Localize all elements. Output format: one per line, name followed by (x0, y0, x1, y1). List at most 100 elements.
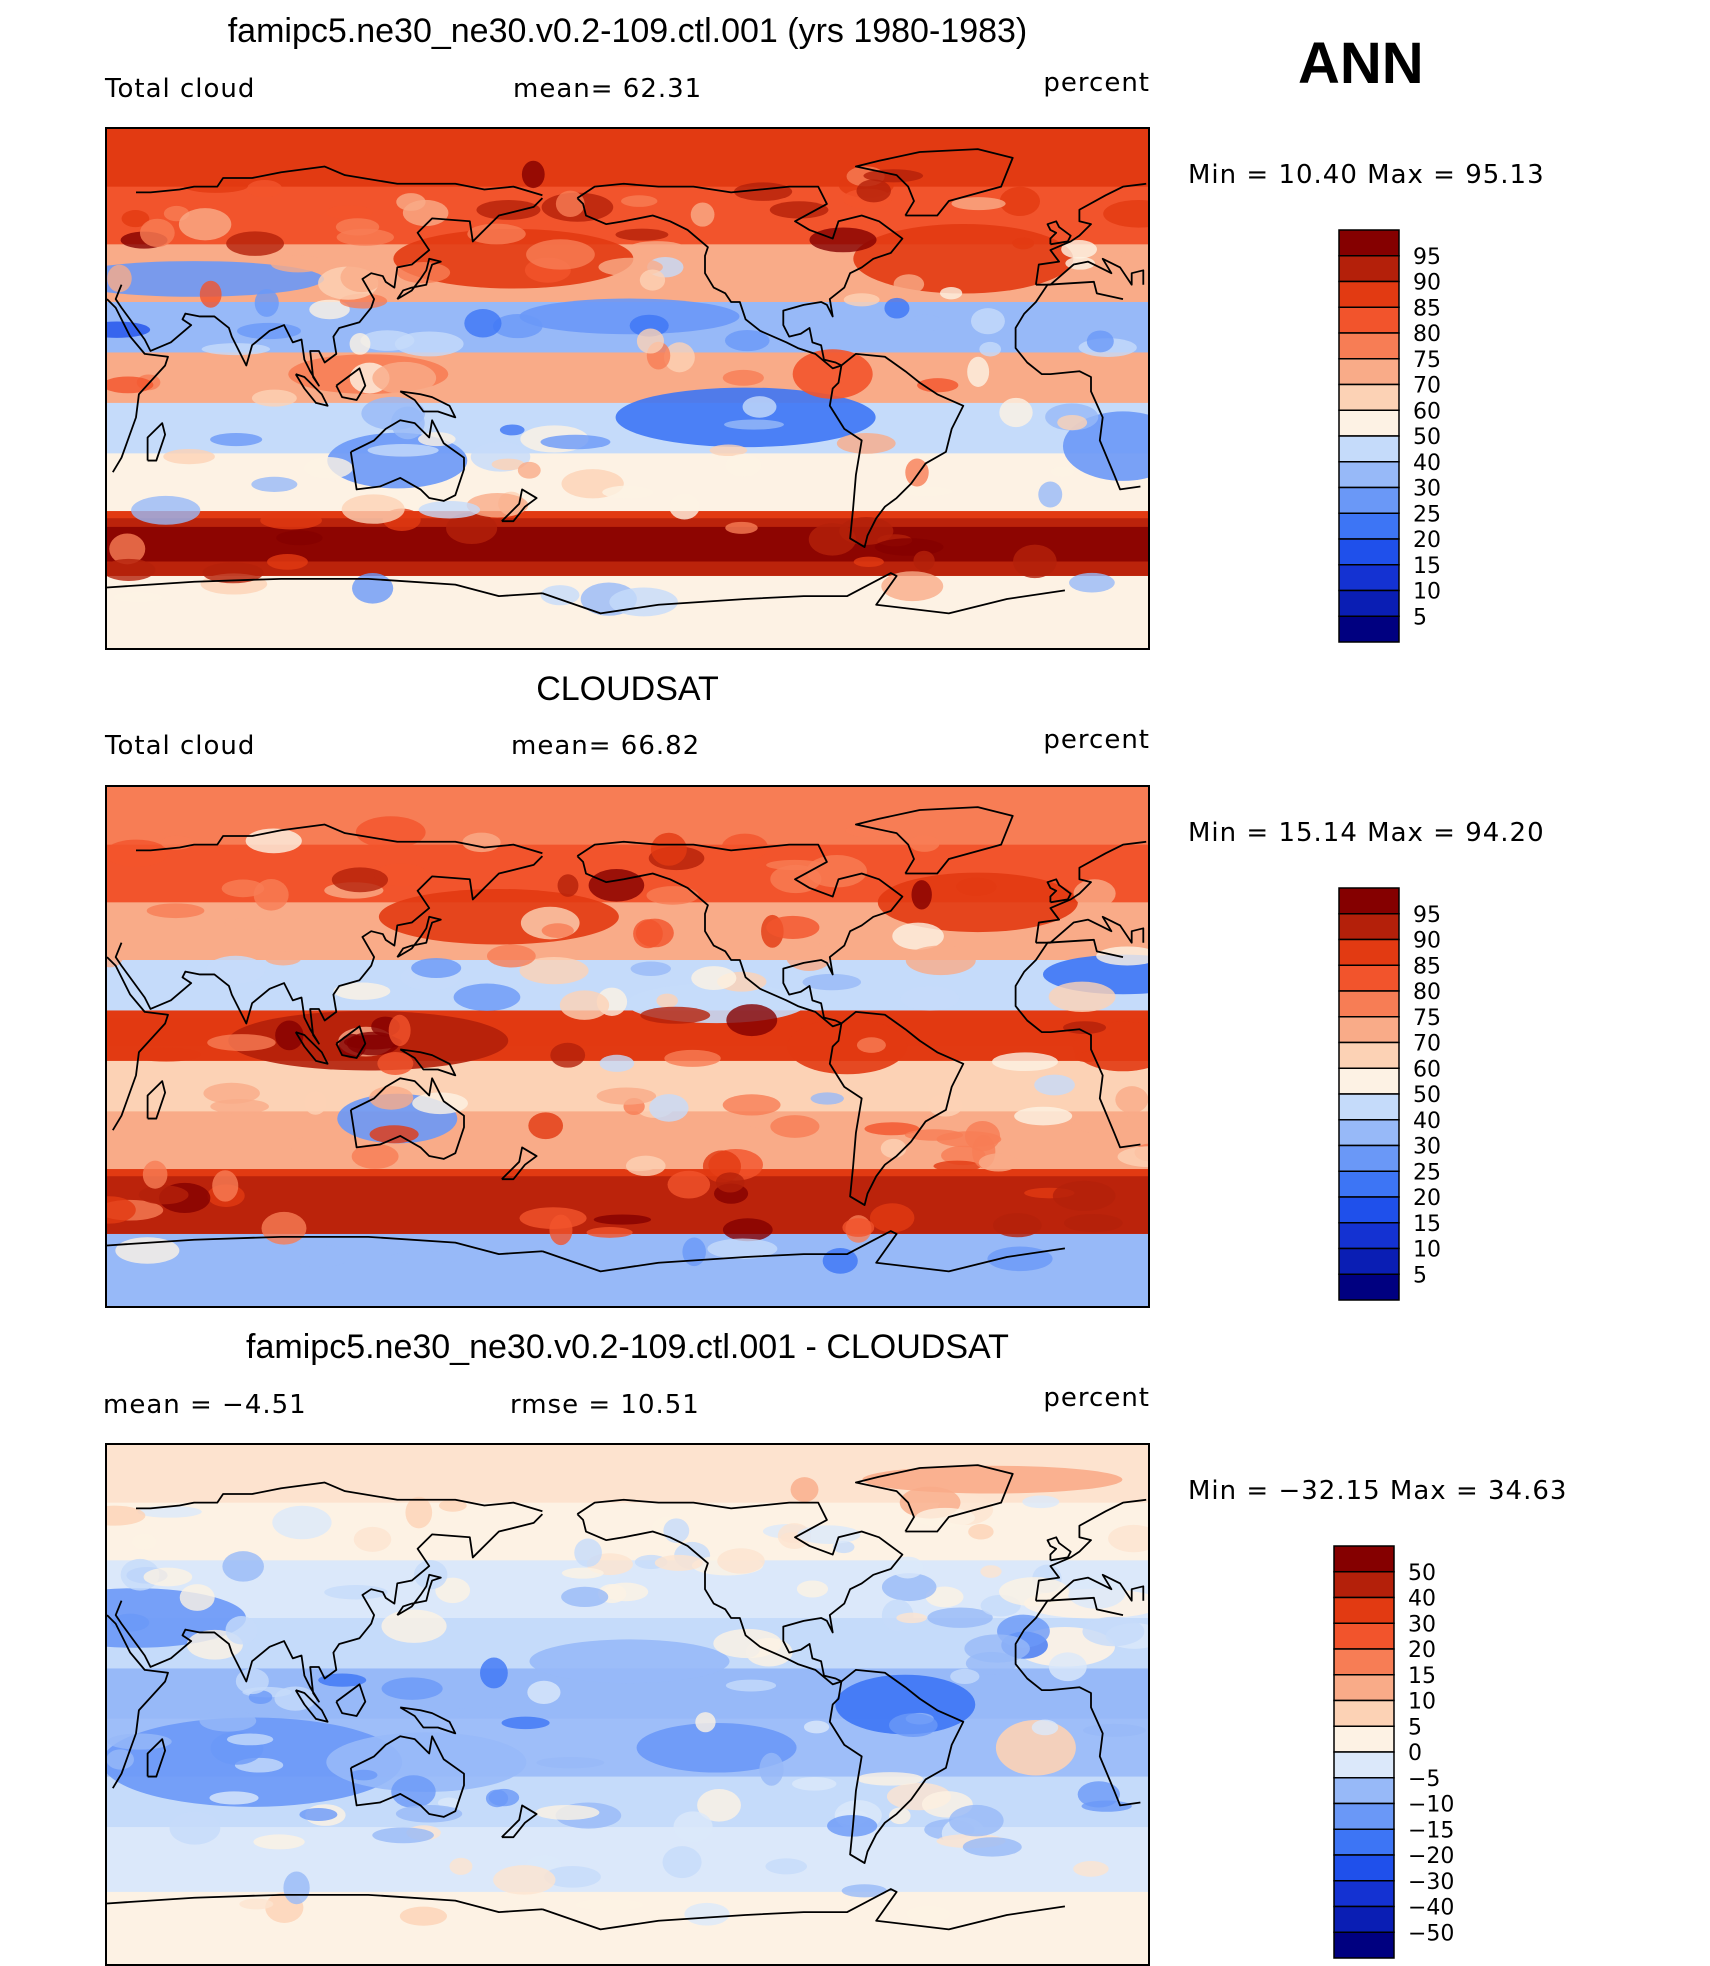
cloud-cell (399, 1906, 448, 1926)
cloud-cell (625, 1155, 666, 1177)
cloud-cell (292, 1244, 350, 1268)
cloud-cell (802, 973, 862, 991)
cloud-cell (246, 180, 283, 198)
colorbar-tick-label: 85 (1413, 296, 1441, 321)
cloud-cell (113, 591, 163, 603)
cloud-cell (796, 1580, 829, 1598)
cloud-cell (275, 1020, 304, 1051)
cloud-cell (812, 328, 833, 341)
colorbar-box (1338, 306, 1400, 334)
cloud-cell (521, 160, 545, 189)
colorbar-box (1333, 1931, 1395, 1959)
colorbar-tick-label: 70 (1413, 374, 1441, 399)
cloud-cell (221, 879, 265, 898)
cloud-cell (900, 986, 960, 1011)
colorbar-box (1338, 1119, 1400, 1147)
cloud-cell (121, 210, 150, 228)
cloud-cell (381, 1609, 447, 1643)
colorbar-box (1333, 1571, 1395, 1599)
cloud-cell (309, 299, 350, 320)
cloud-cell (449, 1857, 473, 1875)
cloud-cell (898, 486, 953, 497)
colorbar-tick-label: 50 (1408, 1561, 1436, 1586)
cloud-cell (881, 1573, 937, 1602)
coastline-antarctica (107, 1230, 1066, 1273)
cloud-cell (561, 1567, 604, 1579)
colorbar-tick-label: 80 (1413, 322, 1441, 347)
cloud-cell (1108, 1524, 1148, 1553)
coastline-namerica (576, 840, 904, 1028)
cloud-cell (550, 1042, 586, 1068)
cloud-cell (235, 1668, 269, 1695)
cloud-cell (1061, 240, 1098, 259)
coastline-japan (396, 257, 442, 300)
cloud-cell (107, 264, 132, 293)
panel2-variable-label: Total cloud (105, 731, 256, 761)
cloud-cell (889, 1713, 938, 1738)
cloud-cell (561, 1586, 609, 1608)
panel2-minmax: Min = 15.14 Max = 94.20 (1188, 818, 1545, 848)
cloud-cell (107, 1749, 134, 1770)
cloud-cell (663, 342, 695, 373)
cloud-cell (206, 955, 265, 984)
colorbar-box (1338, 512, 1400, 540)
colorbar-box (1333, 1699, 1395, 1727)
cloud-cell (770, 1115, 820, 1138)
panel3-minmax: Min = −32.15 Max = 34.63 (1188, 1476, 1568, 1506)
colorbar-box (1333, 1725, 1395, 1753)
cloud-cell (209, 1791, 259, 1805)
coastline-antarctica (107, 572, 1066, 615)
cloud-region (378, 888, 619, 945)
cloud-cell (654, 1554, 703, 1571)
cloud-cell (199, 280, 222, 308)
cloud-cell (107, 376, 154, 394)
cloud-cell (905, 945, 976, 976)
colorbar-tick-label: 10 (1408, 1690, 1436, 1715)
cloud-cell (722, 1094, 781, 1116)
cloud-cell (836, 433, 896, 454)
coastline-australia (349, 1735, 465, 1818)
cloud-cell (1103, 200, 1148, 228)
cloud-cell (933, 1160, 982, 1172)
zonal-band (107, 1233, 1148, 1306)
cloud-cell (640, 1006, 711, 1024)
coastline-namerica (576, 1498, 904, 1686)
colorbar-tick-label: 50 (1413, 1083, 1441, 1108)
cloud-cell (178, 208, 232, 241)
colorbar-tick-label: 85 (1413, 954, 1441, 979)
panel3-map (105, 1443, 1150, 1966)
coastline-asia (114, 855, 1145, 1045)
coastline-namerica (576, 182, 904, 370)
cloud-cell (396, 261, 451, 284)
colorbar-box (1333, 1596, 1395, 1624)
colorbar-tick-label: −15 (1408, 1818, 1454, 1843)
colorbar-tick-label: −5 (1408, 1767, 1440, 1792)
coastline-newguinea (399, 1706, 457, 1735)
cloud-cell (636, 328, 664, 354)
cloud-cell (628, 241, 686, 256)
coastline-asia (114, 197, 1145, 387)
cloud-cell (663, 1518, 690, 1543)
cloud-cell (649, 1094, 689, 1122)
cloud-cell (669, 493, 700, 520)
coastline-australia (349, 1077, 465, 1160)
cloud-cell (841, 1884, 887, 1898)
coastline-nz (501, 1804, 538, 1839)
cloud-cell (725, 521, 758, 534)
cloud-cell (526, 239, 595, 270)
cloud-cell (832, 1540, 855, 1554)
coastline-sumatra (294, 1031, 329, 1065)
cloud-cell (1073, 879, 1116, 908)
cloud-cell (915, 1507, 975, 1528)
cloud-cell (212, 1170, 239, 1202)
cloud-cell (881, 571, 944, 602)
cloud-cell (272, 1505, 332, 1540)
cloud-cell (791, 1776, 837, 1791)
cloud-cell (544, 1866, 601, 1888)
cloud-cell (980, 1565, 1002, 1578)
cloud-cell (695, 1712, 716, 1733)
cloud-cell (492, 314, 543, 339)
colorbar-box (1338, 1016, 1400, 1044)
cloud-cell (803, 1720, 830, 1734)
